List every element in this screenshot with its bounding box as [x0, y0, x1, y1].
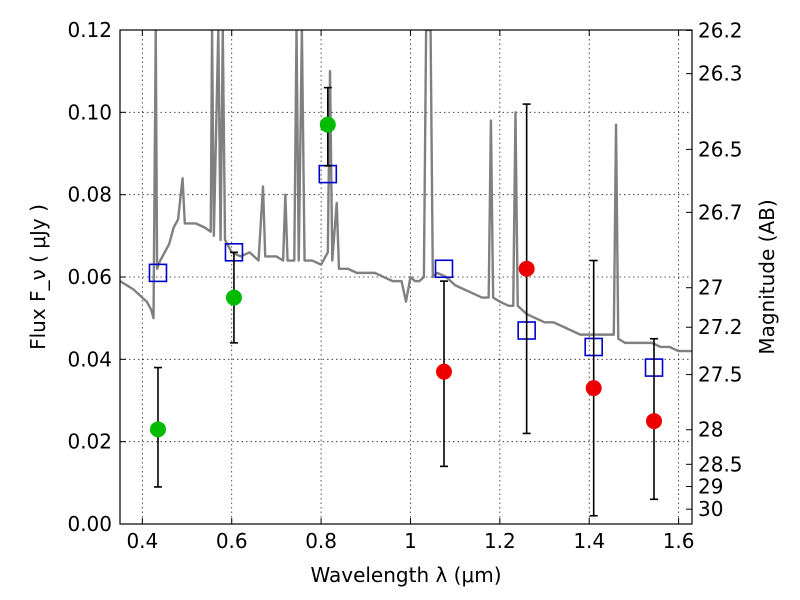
- right-tick-label: 30: [698, 497, 723, 521]
- x-tick-label: 1: [404, 529, 417, 553]
- x-tick-label: 1.2: [484, 529, 516, 553]
- grid-lines: [120, 30, 692, 524]
- axis-ticks: 0.4 0.6 0.8 1 1.2 1.4 1.6 0.00 0.02 0.04 0.06 0.08 0…: [67, 18, 742, 553]
- right-tick-label: 26.7: [698, 200, 743, 224]
- model-flux-square: [434, 259, 454, 279]
- right-tick-label: 27.2: [698, 315, 743, 339]
- detection-point: [149, 421, 166, 438]
- plot-area: [120, 30, 692, 353]
- right-tick-label: 26.2: [698, 18, 743, 42]
- y-tick-label: 0.10: [67, 100, 112, 124]
- right-tick-label: 27: [698, 276, 723, 300]
- y-tick-label: 0.12: [67, 18, 112, 42]
- y-tick-label: 0.04: [67, 347, 112, 371]
- nondetection-point: [518, 260, 535, 277]
- detection-point: [319, 116, 336, 133]
- x-tick-label: 0.8: [305, 529, 337, 553]
- right-tick-label: 28: [698, 418, 723, 442]
- y-tick-label: 0.06: [67, 265, 112, 289]
- model-flux-square: [148, 263, 168, 283]
- detection-point: [225, 289, 242, 306]
- nondetection-point: [646, 413, 663, 430]
- y-axis-label: Flux F_ν ( μJy ): [26, 204, 50, 350]
- nondetection-point: [435, 363, 452, 380]
- nondetection-point: [585, 380, 602, 397]
- x-tick-label: 0.6: [216, 529, 248, 553]
- y-tick-label: 0.02: [67, 430, 112, 454]
- right-tick-label: 26.3: [698, 62, 743, 86]
- right-tick-label: 26.5: [698, 137, 743, 161]
- x-tick-label: 1.4: [573, 529, 605, 553]
- y-tick-label: 0.08: [67, 183, 112, 207]
- x-tick-label: 1.6: [663, 529, 695, 553]
- right-axis-label: Magnitude (AB): [755, 199, 779, 354]
- right-tick-label: 28.5: [698, 452, 743, 476]
- x-tick-label: 0.4: [126, 529, 158, 553]
- data-points: [148, 86, 664, 517]
- right-tick-label: 29: [698, 475, 723, 499]
- right-tick-label: 27.5: [698, 363, 743, 387]
- y-tick-label: 0.00: [67, 512, 112, 536]
- model-spectrum-line: [120, 30, 692, 353]
- x-axis-label: Wavelength λ (μm): [310, 563, 501, 587]
